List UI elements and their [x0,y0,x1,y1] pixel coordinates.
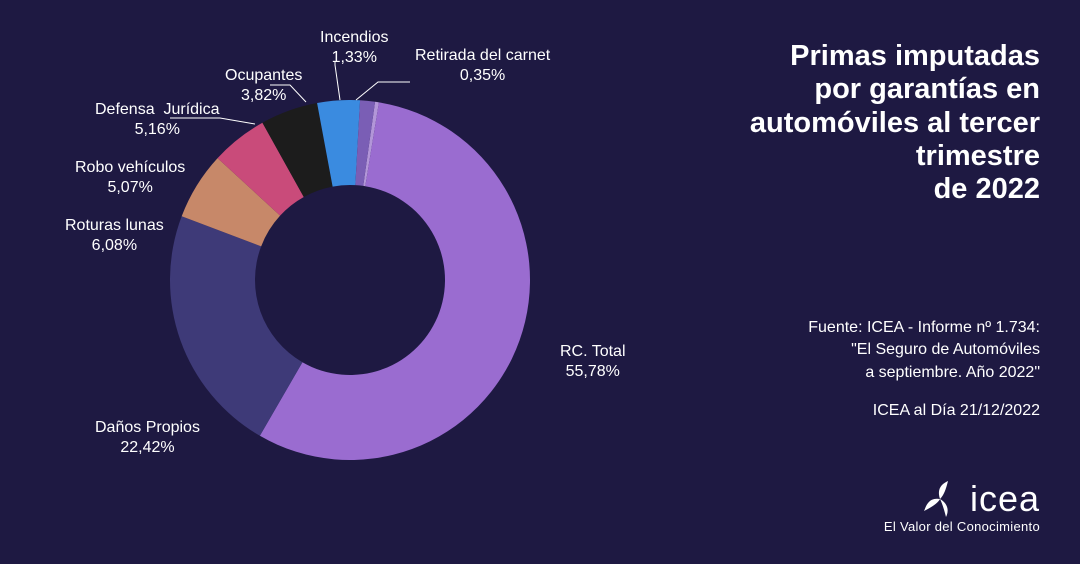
label-incendios: Incendios 1,33% [320,28,389,68]
leader-line [356,82,410,100]
chart-title: Primas imputadaspor garantías enautomóvi… [680,40,1040,207]
label-da-os-propios: Daños Propios 22,42% [95,418,200,458]
chart-area: Retirada del carnet 0,35% RC. Total 55,78… [0,0,680,564]
donut-chart [170,100,530,460]
label-defensa-jur-dica: Defensa Jurídica 5,16% [95,100,220,140]
date-line: ICEA al Día 21/12/2022 [680,402,1040,420]
label-retirada-del-carnet: Retirada del carnet 0,35% [415,46,550,86]
logo-tagline: El Valor del Conocimiento [884,519,1040,534]
label-robo-veh-culos: Robo vehículos 5,07% [75,158,185,198]
label-rc-total: RC. Total 55,78% [560,342,626,382]
logo: icea El Valor del Conocimiento [884,477,1040,534]
info-panel: Primas imputadaspor garantías enautomóvi… [680,40,1040,420]
label-ocupantes: Ocupantes 3,82% [225,66,302,106]
label-roturas-lunas: Roturas lunas 6,08% [65,216,164,256]
source-text: Fuente: ICEA - Informe nº 1.734:"El Segu… [680,317,1040,384]
logo-name: icea [970,478,1040,520]
logo-icon [918,477,962,521]
